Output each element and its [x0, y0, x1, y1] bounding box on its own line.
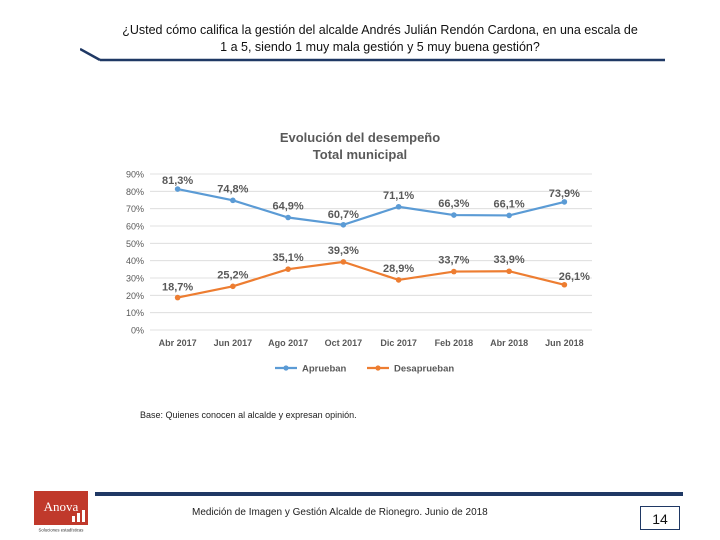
data-label-desaprueban: 18,7% — [162, 282, 193, 294]
y-tick-label: 80% — [126, 187, 144, 197]
x-tick-label: Ago 2017 — [268, 338, 308, 348]
data-label-desaprueban: 28,9% — [383, 263, 414, 275]
data-point-desaprueban — [506, 268, 512, 275]
data-label-aprueban: 60,7% — [328, 209, 359, 221]
y-tick-label: 30% — [126, 274, 144, 284]
x-tick-label: Abr 2017 — [159, 338, 197, 348]
data-label-aprueban: 66,1% — [494, 198, 525, 210]
chart-svg: Evolución del desempeño Total municipal 0%… — [126, 130, 592, 375]
y-tick-label: 70% — [126, 204, 144, 214]
data-label-desaprueban: 33,7% — [438, 255, 469, 267]
data-point-desaprueban — [395, 277, 402, 283]
footer-text: Medición de Imagen y Gestión Alcalde de … — [192, 507, 488, 518]
data-label-aprueban: 81,3% — [162, 175, 193, 187]
y-tick-label: 20% — [126, 291, 144, 301]
series-line-aprueban — [177, 188, 565, 226]
data-label-aprueban: 71,1% — [383, 190, 414, 202]
data-point-desaprueban — [340, 259, 347, 265]
anova-logo: Anova Soluciones estadísticas — [34, 491, 88, 533]
x-tick-label: Jun 2017 — [214, 338, 253, 348]
data-point-desaprueban — [174, 294, 181, 301]
page-number: 14 — [640, 506, 680, 530]
data-point-aprueban — [285, 214, 291, 221]
question-title-line-1: ¿Usted cómo califica la gestión del alca… — [122, 23, 638, 37]
data-label-desaprueban: 35,1% — [273, 252, 304, 264]
y-tick-label: 0% — [131, 326, 144, 336]
data-label-aprueban: 64,9% — [273, 201, 304, 213]
y-tick-label: 90% — [126, 170, 144, 180]
footer-rule — [95, 492, 683, 496]
question-title: ¿Usted cómo califica la gestión del alca… — [100, 22, 660, 56]
data-point-desaprueban — [451, 268, 457, 275]
line-chart: Evolución del desempeño Total municipal 0%… — [110, 118, 605, 388]
data-point-aprueban — [174, 186, 181, 192]
series-line-desaprueban — [177, 260, 565, 299]
data-point-aprueban — [506, 212, 512, 219]
y-tick-label: 50% — [126, 239, 144, 249]
y-tick-label: 60% — [126, 222, 144, 232]
data-point-aprueban — [230, 197, 236, 204]
svg-text:Anova: Anova — [44, 499, 79, 514]
legend-label-desaprueban: Desaprueban — [394, 364, 454, 375]
data-label-aprueban: 66,3% — [438, 198, 469, 210]
data-label-desaprueban: 25,2% — [217, 269, 248, 281]
data-label-desaprueban: 26,1% — [559, 271, 590, 283]
y-tick-label: 40% — [126, 256, 144, 266]
data-point-aprueban — [561, 199, 568, 205]
data-label-aprueban: 74,8% — [217, 183, 248, 195]
data-label-desaprueban: 33,9% — [494, 254, 525, 266]
logo-graphic: Anova Soluciones estadísticas — [34, 491, 88, 533]
x-tick-label: Abr 2018 — [490, 338, 528, 348]
y-tick-label: 10% — [126, 308, 144, 318]
x-tick-label: Oct 2017 — [325, 338, 363, 348]
svg-text:Soluciones estadísticas: Soluciones estadísticas — [39, 528, 84, 533]
data-point-desaprueban — [230, 283, 236, 290]
base-note: Base: Quienes conocen al alcalde y expre… — [140, 410, 357, 420]
data-point-aprueban — [451, 212, 457, 218]
data-point-desaprueban — [285, 266, 291, 272]
legend-marker-aprueban — [283, 365, 289, 371]
data-label-aprueban: 73,9% — [549, 188, 580, 200]
question-title-line-2: 1 a 5, siendo 1 muy mala gestión y 5 muy… — [220, 40, 540, 54]
data-point-desaprueban — [561, 281, 568, 288]
data-point-aprueban — [395, 203, 402, 210]
legend-label-aprueban: Aprueban — [302, 364, 347, 375]
data-label-desaprueban: 39,3% — [328, 245, 359, 257]
legend-marker-desaprueban — [375, 365, 381, 371]
chart-subtitle: Total municipal — [313, 147, 407, 162]
x-tick-label: Dic 2017 — [380, 338, 417, 348]
chart-title: Evolución del desempeño — [280, 130, 440, 145]
data-point-aprueban — [340, 221, 347, 228]
header-rule — [80, 47, 665, 62]
x-tick-label: Jun 2018 — [545, 338, 584, 348]
x-tick-label: Feb 2018 — [435, 338, 474, 348]
